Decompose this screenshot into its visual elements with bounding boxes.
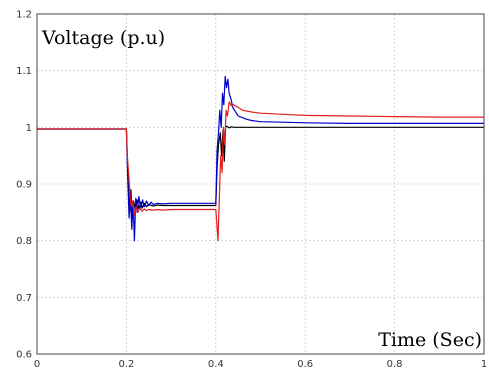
series-line-3 <box>37 101 484 242</box>
x-tick-label: 0.2 <box>118 359 134 370</box>
y-tick-label: 0.9 <box>16 180 32 191</box>
grid-lines <box>37 14 484 354</box>
x-tick-label: 1 <box>481 359 487 370</box>
x-tick-label: 0.4 <box>208 359 224 370</box>
tick-labels: 0 0.2 0.4 0.6 0.8 1 0.6 0.7 0.8 0.9 1 1.1 1.2 <box>16 10 487 371</box>
series-lines <box>37 75 484 242</box>
y-axis-title: Voltage (p.u) <box>41 27 165 49</box>
y-tick-label: 0.6 <box>16 350 32 361</box>
x-tick-label: 0.8 <box>387 359 403 370</box>
y-tick-label: 1 <box>26 123 32 134</box>
x-tick-label: 0.6 <box>297 359 313 370</box>
x-axis-title: Time (Sec) <box>378 329 482 351</box>
y-tick-label: 0.8 <box>16 236 32 247</box>
plot-frame <box>36 13 485 355</box>
series-line-2 <box>37 75 484 242</box>
y-tick-label: 0.7 <box>16 293 32 304</box>
y-tick-label: 1.2 <box>16 10 32 21</box>
y-tick-label: 1.1 <box>16 66 32 77</box>
x-tick-label: 0 <box>34 359 40 370</box>
series-line-1 <box>37 125 484 219</box>
